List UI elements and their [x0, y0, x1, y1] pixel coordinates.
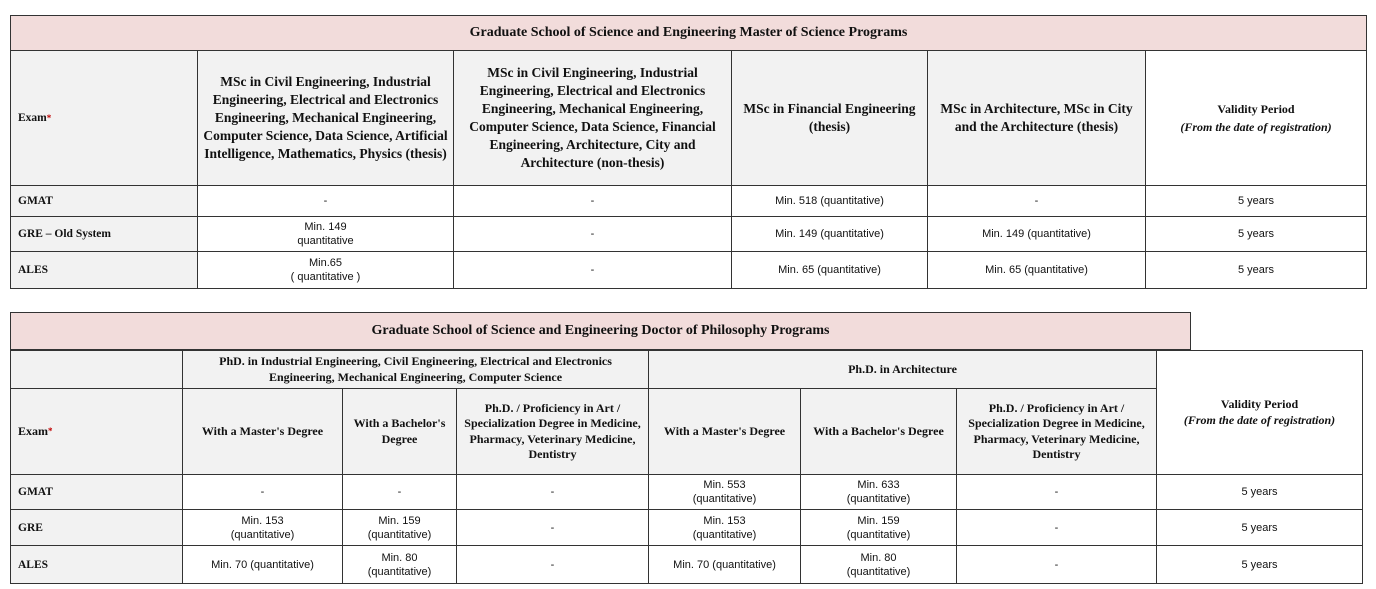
requirement-cell: -	[453, 216, 732, 252]
validity-cell: 5 years	[1156, 545, 1364, 584]
requirement-cell: -	[342, 474, 457, 510]
table-row: ALES Min.65 ( quantitative ) - Min. 65 (qua…	[10, 251, 1367, 289]
requirement-cell: Min.65 ( quantitative )	[197, 251, 454, 289]
table-row: GRE – Old System Min. 149 quantitative - Mi…	[10, 216, 1367, 252]
validity-header: Validity Period (From the date of registr…	[1156, 350, 1364, 475]
empty-header-cell	[10, 350, 183, 389]
phd-requirements-table: PhD. in Industrial Engineering, Civil En…	[10, 350, 1364, 584]
required-marker: *	[46, 113, 52, 123]
requirement-cell: -	[956, 509, 1158, 546]
table-row: ALES Min. 70 (quantitative) Min. 80 (quant…	[10, 545, 1364, 584]
requirement-cell: -	[956, 545, 1158, 584]
validity-cell: 5 years	[1145, 251, 1367, 289]
requirement-cell: Min. 159 (quantitative)	[800, 509, 958, 546]
program-column-header: MSc in Civil Engineering, Industrial Eng…	[197, 50, 454, 186]
requirement-cell: -	[453, 251, 732, 289]
phd-engineering-group-header: PhD. in Industrial Engineering, Civil En…	[181, 350, 650, 389]
program-column-header: With a Bachelor's Degree	[342, 388, 457, 475]
table-row: GMAT - - Min. 518 (quantitative) -5 years	[10, 185, 1367, 217]
requirement-cell: -	[927, 185, 1146, 217]
requirement-cell: Min. 633 (quantitative)	[800, 474, 958, 510]
exam-name-cell: ALES	[10, 545, 183, 584]
table-row: GRE Min. 153 (quantitative) Min. 159 (quan…	[10, 509, 1364, 546]
requirement-cell: Min. 65 (quantitative)	[927, 251, 1146, 289]
program-column-header: MSc in Financial Engineering (thesis)	[731, 50, 928, 186]
requirement-cell: -	[453, 185, 732, 217]
phd-table-title: Graduate School of Science and Engineeri…	[10, 312, 1191, 350]
requirement-cell: -	[182, 474, 343, 510]
requirement-cell: Min. 153 (quantitative)	[648, 509, 802, 546]
requirement-cell: Min. 518 (quantitative)	[731, 185, 928, 217]
exam-name-cell: GMAT	[10, 185, 198, 217]
exam-name-cell: GRE	[10, 509, 183, 546]
required-marker: *	[48, 425, 53, 436]
program-column-header: Ph.D. / Proficiency in Art / Specializat…	[956, 388, 1158, 475]
exam-name-cell: ALES	[10, 251, 198, 289]
phd-title-table: Graduate School of Science and Engineeri…	[10, 312, 1191, 350]
masters-requirements-table: Graduate School of Science and Engineeri…	[10, 15, 1367, 289]
requirement-cell: Min. 80 (quantitative)	[800, 545, 958, 584]
requirement-cell: -	[455, 509, 650, 546]
exam-name-cell: GMAT	[10, 474, 183, 510]
requirement-cell: Min. 65 (quantitative)	[731, 251, 928, 289]
program-column-header: MSc in Architecture, MSc in City and the…	[927, 50, 1146, 186]
requirement-cell: Min. 553 (quantitative)	[648, 474, 802, 510]
program-column-header: With a Master's Degree	[182, 388, 343, 475]
requirement-cell: Min. 149 (quantitative)	[927, 216, 1146, 252]
requirement-cell: Min. 153 (quantitative)	[182, 509, 343, 546]
exam-name-cell: GRE – Old System	[10, 216, 198, 252]
requirement-cell: Min. 80 (quantitative)	[342, 545, 457, 584]
program-column-header: Ph.D. / Proficiency in Art / Specializat…	[455, 388, 650, 475]
validity-cell: 5 years	[1145, 216, 1367, 252]
requirement-cell: -	[197, 185, 454, 217]
requirement-cell: Min. 70 (quantitative)	[182, 545, 343, 584]
validity-header: Validity Period (From the date of registr…	[1145, 50, 1367, 186]
requirement-cell: -	[455, 545, 650, 584]
phd-architecture-group-header: Ph.D. in Architecture	[648, 350, 1158, 389]
program-column-header: With a Bachelor's Degree	[800, 388, 958, 475]
exam-header: Exam*	[10, 388, 183, 475]
requirement-cell: Min. 159 (quantitative)	[342, 509, 457, 546]
validity-cell: 5 years	[1156, 509, 1364, 546]
validity-cell: 5 years	[1156, 474, 1364, 510]
requirement-cell: -	[956, 474, 1158, 510]
table-row: GMAT - - - Min. 553 (quantitative) Min. 633 (…	[10, 474, 1364, 510]
program-column-header: With a Master's Degree	[648, 388, 802, 475]
requirement-cell: Min. 70 (quantitative)	[648, 545, 802, 584]
exam-header: Exam*	[10, 50, 198, 186]
program-column-header: MSc in Civil Engineering, Industrial Eng…	[453, 50, 732, 186]
requirement-cell: Min. 149 (quantitative)	[731, 216, 928, 252]
validity-cell: 5 years	[1145, 185, 1367, 217]
requirement-cell: -	[455, 474, 650, 510]
requirement-cell: Min. 149 quantitative	[197, 216, 454, 252]
masters-table-title: Graduate School of Science and Engineeri…	[10, 15, 1367, 51]
